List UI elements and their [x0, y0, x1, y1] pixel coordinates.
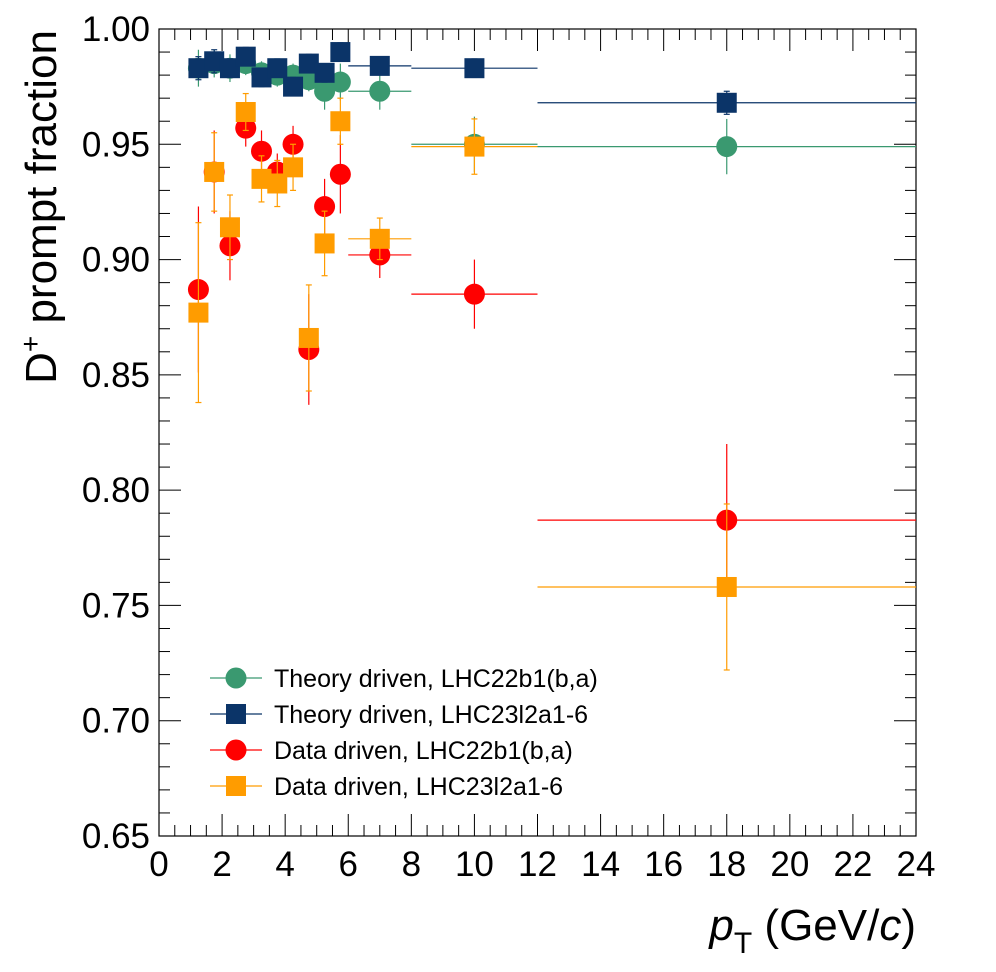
data-point	[464, 58, 485, 79]
data-point	[330, 111, 351, 132]
data-point	[283, 76, 304, 97]
y-tick-label: 0.85	[82, 356, 150, 395]
x-axis-title: pT (GeV/c)	[707, 901, 916, 960]
data-point	[314, 233, 335, 254]
x-tick-label: 2	[212, 845, 231, 884]
data-point	[219, 58, 240, 79]
legend-marker	[226, 776, 246, 796]
axis-ticks	[158, 28, 917, 837]
series-4	[188, 92, 916, 671]
data-point	[235, 46, 256, 67]
data-point	[369, 55, 390, 76]
data-point	[267, 58, 288, 79]
x-tick-label: 24	[897, 845, 936, 884]
x-tick-label: 18	[707, 845, 746, 884]
x-tick-label: 20	[770, 845, 809, 884]
legend-label: Theory driven, LHC22b1(b,a)	[274, 665, 598, 693]
data-point	[329, 71, 351, 93]
data-point	[235, 102, 256, 123]
x-tick-label: 4	[275, 845, 294, 884]
x-tick-label: 10	[455, 845, 494, 884]
legend-label: Theory driven, LHC23l2a1-6	[274, 701, 588, 729]
legend-marker	[225, 667, 247, 689]
x-tick-label: 22	[833, 845, 872, 884]
y-tick-label: 1.00	[82, 10, 150, 49]
data-point	[464, 136, 485, 157]
data-point	[298, 69, 320, 91]
data-point	[188, 302, 209, 323]
x-tick-label: 16	[644, 845, 683, 884]
data-point	[716, 92, 737, 113]
legend-entry-1: Theory driven, LHC22b1(b,a)	[210, 665, 598, 693]
data-point	[267, 173, 288, 194]
legend-entry-4: Data driven, LHC23l2a1-6	[210, 773, 563, 801]
data-point	[314, 62, 335, 83]
y-tick-label: 0.80	[82, 471, 150, 510]
data-point	[204, 51, 225, 72]
data-point	[188, 58, 209, 79]
data-series	[187, 42, 916, 671]
series-2	[188, 42, 916, 115]
data-point	[330, 42, 351, 63]
y-tick-label: 0.90	[82, 241, 150, 280]
data-point	[219, 217, 240, 238]
y-axis-title: D+ prompt fraction	[15, 30, 66, 384]
tick-labels: 0 2 4 6 8 10 12 14 16 18 20 22 240.650.700.750.800.8…	[82, 10, 936, 884]
data-point	[463, 283, 485, 305]
data-point	[283, 157, 304, 178]
legend: Theory driven, LHC22b1(b,a) Theory driven…	[210, 665, 598, 801]
y-tick-label: 0.75	[82, 586, 150, 625]
data-point	[716, 136, 738, 158]
data-point	[314, 80, 336, 102]
data-point	[314, 196, 336, 218]
data-point	[251, 168, 272, 189]
x-tick-label: 14	[581, 845, 620, 884]
data-point	[251, 67, 272, 88]
data-point	[251, 140, 273, 162]
x-tick-label: 0	[149, 845, 168, 884]
data-point	[329, 163, 351, 185]
data-point	[298, 53, 319, 74]
data-point	[369, 80, 391, 102]
data-point	[298, 327, 319, 348]
data-point	[369, 228, 390, 249]
legend-marker	[225, 739, 247, 761]
y-tick-label: 0.95	[82, 125, 150, 164]
y-tick-label: 0.70	[82, 702, 150, 741]
data-point	[716, 576, 737, 597]
legend-entry-2: Theory driven, LHC23l2a1-6	[210, 701, 588, 729]
legend-label: Data driven, LHC23l2a1-6	[274, 773, 563, 801]
legend-marker	[226, 704, 246, 724]
legend-entry-3: Data driven, LHC22b1(b,a)	[210, 737, 573, 765]
data-point	[204, 161, 225, 182]
x-tick-label: 8	[402, 845, 421, 884]
x-tick-label: 6	[339, 845, 358, 884]
y-tick-label: 0.65	[82, 817, 150, 856]
legend-label: Data driven, LHC22b1(b,a)	[274, 737, 573, 765]
x-tick-label: 12	[518, 845, 557, 884]
